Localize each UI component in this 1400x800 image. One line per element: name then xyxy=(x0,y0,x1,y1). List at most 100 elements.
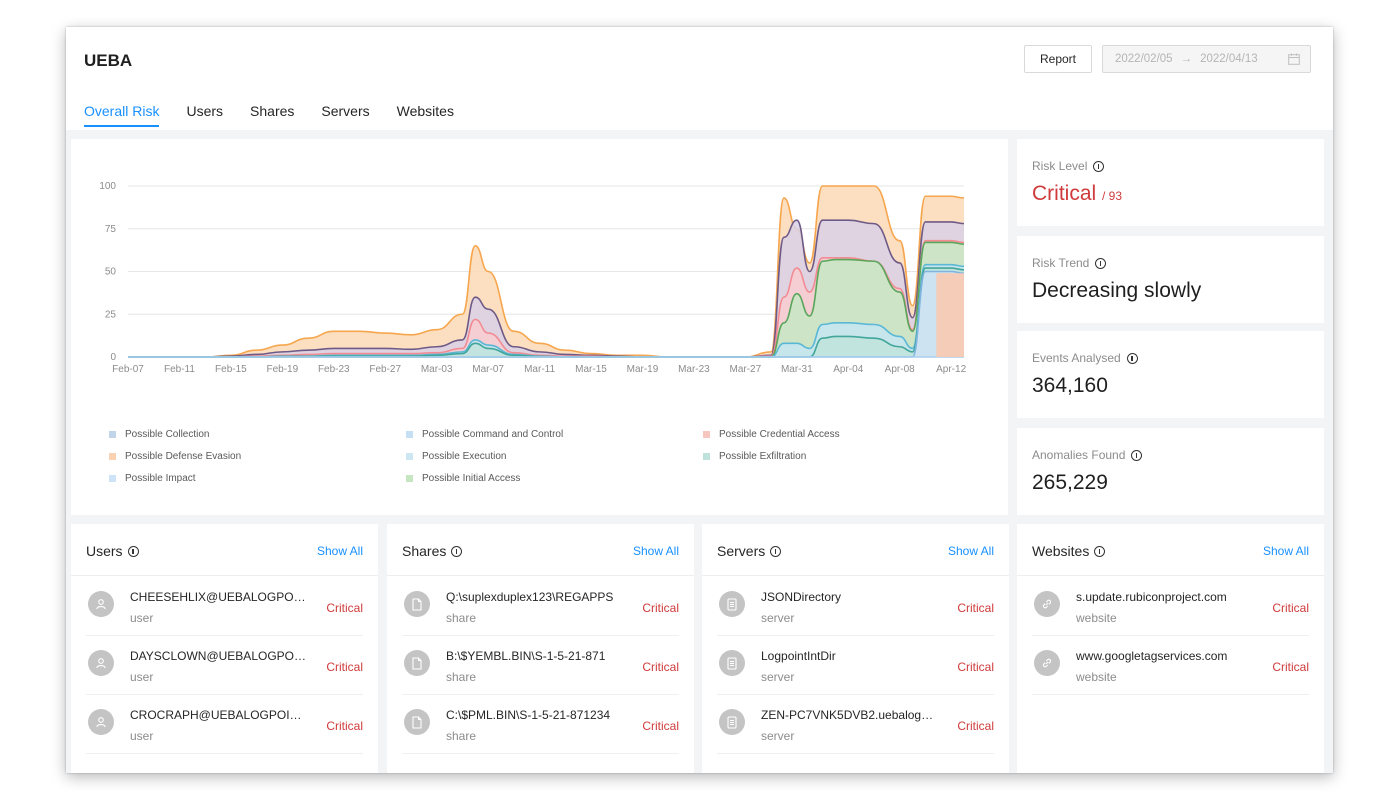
item-name: Q:\suplexduplex123\REGAPPS xyxy=(446,590,614,604)
tab-users[interactable]: Users xyxy=(186,103,224,119)
item-name: CROCRAPH@UEBALOGPOINT.COM xyxy=(130,708,308,722)
x-tick-label: Apr-12 xyxy=(936,364,966,375)
user-icon xyxy=(88,650,114,676)
x-tick-label: Mar-19 xyxy=(627,364,659,375)
risk-score: / 93 xyxy=(1102,189,1123,203)
legend-label: Possible Execution xyxy=(422,451,507,462)
item-risk-level: Critical xyxy=(957,719,994,733)
item-risk-level: Critical xyxy=(326,660,363,674)
y-tick-label: 100 xyxy=(99,181,116,192)
file-icon xyxy=(404,650,430,676)
item-type: server xyxy=(761,611,795,625)
websites-show-all-link[interactable]: Show All xyxy=(1262,544,1309,558)
legend-label: Possible Credential Access xyxy=(719,429,840,440)
item-risk-level: Critical xyxy=(642,601,679,615)
server-icon xyxy=(719,709,745,735)
x-tick-label: Feb-19 xyxy=(266,364,298,375)
list-item[interactable]: CHEESEHLIX@UEBALOGPOINT.COM user Critical xyxy=(86,577,363,636)
link-icon xyxy=(1034,591,1060,617)
legend-item[interactable]: Possible Exfiltration xyxy=(703,451,806,462)
series-area xyxy=(128,268,964,357)
tab-overall-risk[interactable]: Overall Risk xyxy=(84,103,160,127)
item-name: JSONDirectory xyxy=(761,590,842,604)
user-icon xyxy=(88,591,114,617)
list-item[interactable]: JSONDirectory server Critical xyxy=(717,577,994,636)
item-name: C:\$PML.BIN\S-1-5-21-871234 xyxy=(446,708,611,722)
date-start: 2022/02/05 xyxy=(1115,53,1173,65)
item-type: website xyxy=(1076,670,1117,684)
list-item[interactable]: DAYSCLOWN@UEBALOGPOINT.COM user Critical xyxy=(86,636,363,695)
tab-servers[interactable]: Servers xyxy=(321,103,370,119)
legend-item[interactable]: Possible Execution xyxy=(406,451,507,462)
x-tick-label: Feb-23 xyxy=(318,364,350,375)
file-icon xyxy=(404,709,430,735)
info-icon[interactable] xyxy=(127,545,139,557)
list-item[interactable]: ZEN-PC7VNK5DVB2.uebalogpoint.com server Cr… xyxy=(717,695,994,754)
user-icon xyxy=(88,709,114,735)
series-line xyxy=(128,185,965,358)
shares-title: Shares xyxy=(402,543,447,559)
shares-show-all-link[interactable]: Show All xyxy=(632,544,679,558)
info-icon[interactable] xyxy=(1131,449,1143,461)
users-show-all-link[interactable]: Show All xyxy=(316,544,363,558)
legend-swatch xyxy=(406,475,413,482)
list-item[interactable]: C:\$PML.BIN\S-1-5-21-871234 share Critical xyxy=(402,695,679,754)
info-icon[interactable] xyxy=(1095,257,1107,269)
list-item[interactable]: www.googletagservices.com website Critical xyxy=(1032,636,1309,695)
risk-level-label: Risk Level xyxy=(1032,159,1088,173)
websites-title: Websites xyxy=(1032,543,1090,559)
item-name: LogpointIntDir xyxy=(761,649,836,663)
legend-item[interactable]: Possible Defense Evasion xyxy=(109,451,241,462)
tab-shares[interactable]: Shares xyxy=(250,103,295,119)
item-risk-level: Critical xyxy=(642,719,679,733)
date-range-picker[interactable]: 2022/02/05 → 2022/04/13 xyxy=(1102,45,1311,73)
list-item[interactable]: s.update.rubiconproject.com website Critic… xyxy=(1032,577,1309,636)
websites-panel: Websites Show All s.update.rubiconprojec… xyxy=(1017,524,1324,773)
item-type: user xyxy=(130,611,154,625)
item-risk-level: Critical xyxy=(1272,601,1309,615)
anomalies-found-card: Anomalies Found 265,229 xyxy=(1017,428,1324,515)
risk-trend-label: Risk Trend xyxy=(1032,256,1090,270)
legend-item[interactable]: Possible Initial Access xyxy=(406,473,520,484)
item-name: ZEN-PC7VNK5DVB2.uebalogpoint.com xyxy=(761,708,939,722)
item-name: www.googletagservices.com xyxy=(1076,649,1228,663)
legend-label: Possible Impact xyxy=(125,473,196,484)
servers-panel: Servers Show All JSONDirectory server Crit… xyxy=(702,524,1009,773)
item-type: server xyxy=(761,729,795,743)
report-button[interactable]: Report xyxy=(1024,45,1092,73)
item-type: user xyxy=(130,729,154,743)
info-icon[interactable] xyxy=(451,545,463,557)
legend-item[interactable]: Possible Credential Access xyxy=(703,429,840,440)
x-tick-label: Apr-08 xyxy=(885,364,915,375)
risk-level-card: Risk Level Critical / 93 xyxy=(1017,139,1324,226)
info-icon[interactable] xyxy=(1093,160,1105,172)
servers-show-all-link[interactable]: Show All xyxy=(947,544,994,558)
risk-chart-panel: 0 25 50 75 100 Feb-07 Feb-11 Feb-15 Feb-19 Feb-23… xyxy=(71,139,1008,515)
y-tick-label: 50 xyxy=(105,267,117,278)
list-item[interactable]: LogpointIntDir server Critical xyxy=(717,636,994,695)
legend-label: Possible Command and Control xyxy=(422,429,564,440)
x-tick-label: Feb-27 xyxy=(369,364,401,375)
legend-label: Possible Defense Evasion xyxy=(125,451,242,462)
info-icon[interactable] xyxy=(1094,545,1106,557)
tab-websites[interactable]: Websites xyxy=(396,103,454,119)
item-risk-level: Critical xyxy=(326,719,363,733)
legend-item[interactable]: Possible Command and Control xyxy=(406,429,563,440)
events-analysed-label: Events Analysed xyxy=(1032,351,1121,365)
users-title: Users xyxy=(86,543,123,559)
item-type: user xyxy=(130,670,154,684)
x-tick-label: Mar-11 xyxy=(524,364,555,375)
legend-item[interactable]: Possible Impact xyxy=(109,473,196,484)
x-tick-label: Feb-11 xyxy=(164,364,195,375)
list-item[interactable]: B:\$YEMBL.BIN\S-1-5-21-871 share Critical xyxy=(402,636,679,695)
info-icon[interactable] xyxy=(1126,352,1138,364)
item-type: server xyxy=(761,670,795,684)
x-tick-label: Feb-07 xyxy=(112,364,144,375)
legend-item[interactable]: Possible Collection xyxy=(109,429,210,440)
list-item[interactable]: Q:\suplexduplex123\REGAPPS share Critical xyxy=(402,577,679,636)
item-risk-level: Critical xyxy=(642,660,679,674)
x-tick-label: Mar-31 xyxy=(781,364,813,375)
legend-swatch xyxy=(703,431,710,438)
list-item[interactable]: CROCRAPH@UEBALOGPOINT.COM user Critical xyxy=(86,695,363,754)
info-icon[interactable] xyxy=(770,545,782,557)
